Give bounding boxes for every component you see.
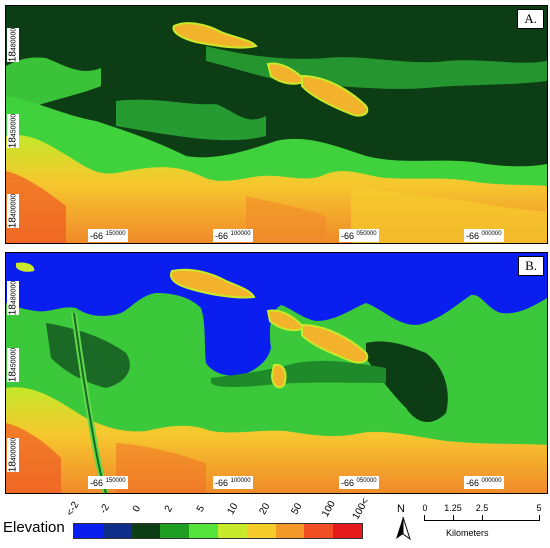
legend-tick-label: <-2 <box>64 499 82 519</box>
elevation-color-ramp <box>73 523 363 539</box>
legend-tick-label: 2 <box>162 503 176 515</box>
elevation-map-b <box>6 253 547 493</box>
legend-tick-label: 100< <box>350 496 372 522</box>
lon-label: -66 100000 <box>213 476 253 489</box>
legend-tick-label: 100 <box>320 499 338 519</box>
elevation-map-a <box>6 6 547 243</box>
legend-tick-label: 50 <box>289 501 305 517</box>
legend-tick-label: 10 <box>225 501 241 517</box>
ramp-swatch <box>246 524 276 538</box>
ramp-swatch <box>217 524 247 538</box>
panel-label-b: B. <box>518 256 544 276</box>
lon-label: -66 150000 <box>88 476 128 489</box>
lon-label: -66 150000 <box>88 229 128 242</box>
lat-label: 18480000 <box>7 27 19 63</box>
ramp-swatch <box>160 524 190 538</box>
lat-label: 18480000 <box>7 280 19 316</box>
scale-tick-label: 0 <box>422 503 428 513</box>
lon-label: -66 050000 <box>339 229 379 242</box>
map-panel-b: B. 18480000 18450000 18400000 -66 150000… <box>5 252 548 494</box>
scale-unit: Kilometers <box>446 528 489 538</box>
scale-tick-label: 1.25 <box>444 503 462 513</box>
ramp-swatch <box>333 524 362 538</box>
legend-tick-label: 5 <box>194 503 208 515</box>
legend-tick-label: 20 <box>257 501 273 517</box>
ramp-swatch <box>74 524 103 538</box>
ramp-swatch <box>131 524 161 538</box>
legend-tick-label: -2 <box>98 502 112 516</box>
lat-label: 18450000 <box>7 113 19 149</box>
ramp-swatch <box>275 524 305 538</box>
ramp-swatch <box>102 524 132 538</box>
scale-bar <box>424 515 540 525</box>
legend-tick-label: 0 <box>130 503 144 515</box>
scale-tick-label: 5 <box>536 503 542 513</box>
lon-label: -66 050000 <box>339 476 379 489</box>
north-arrow: N <box>392 503 414 541</box>
lon-label: -66 000000 <box>464 229 504 242</box>
scale-tick-label: 2.5 <box>475 503 489 513</box>
ramp-swatch <box>304 524 334 538</box>
legend-title: Elevation <box>3 519 65 536</box>
lat-label: 18450000 <box>7 347 19 383</box>
lat-label: 18400000 <box>7 193 19 229</box>
lon-label: -66 000000 <box>464 476 504 489</box>
lon-label: -66 100000 <box>213 229 253 242</box>
north-arrow-icon <box>396 516 411 541</box>
map-panel-a: A. 18480000 18450000 18400000 -66 150000… <box>5 5 548 244</box>
panel-label-a: A. <box>517 9 544 29</box>
ramp-swatch <box>189 524 218 538</box>
north-label: N <box>397 503 405 515</box>
lat-label: 18400000 <box>7 437 19 473</box>
